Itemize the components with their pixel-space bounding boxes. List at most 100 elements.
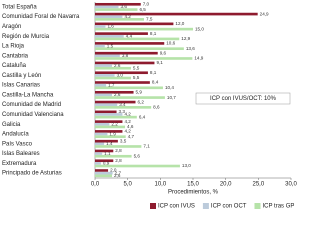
bar (95, 125, 126, 129)
value-label: 1,4 (106, 141, 113, 146)
x-axis-title: Procedimientos, % (168, 190, 219, 196)
y-tick-label: La Rioja (2, 44, 25, 50)
legend-swatch (202, 203, 209, 209)
bar (95, 162, 101, 165)
value-label: 5,6 (134, 153, 141, 158)
x-tick-label: 10,0 (154, 182, 166, 188)
bar (95, 106, 152, 109)
value-label: 15,0 (195, 26, 204, 31)
value-label: 1,6 (107, 24, 114, 29)
bar (95, 152, 103, 155)
value-label: 10,4 (165, 85, 174, 90)
y-tick-label: Islas Baleares (2, 151, 40, 157)
bar (95, 27, 193, 31)
bar (95, 145, 142, 148)
bar (95, 120, 123, 123)
bar (95, 44, 105, 48)
value-label: 4,2 (124, 112, 131, 117)
bar (95, 51, 158, 55)
y-tick-label: Comunidad de Madrid (2, 102, 61, 108)
value-label: 3,6 (121, 4, 128, 9)
value-label: 2,0 (110, 168, 117, 173)
value-label: 10,7 (167, 95, 176, 100)
value-label: 2,6 (114, 173, 121, 178)
y-tick-label: Comunidad Foral de Navarra (2, 14, 80, 20)
bar (95, 37, 180, 41)
value-label: 9,6 (160, 50, 167, 55)
value-label: 5,5 (133, 65, 140, 70)
bar (95, 81, 150, 84)
value-label: 4,2 (124, 119, 131, 124)
bar (95, 169, 109, 172)
value-label: 7,5 (146, 17, 153, 22)
value-label: 4,7 (128, 134, 135, 139)
bar (95, 100, 136, 104)
x-tick-label: 0,0 (91, 182, 100, 188)
y-tick-label: Andalucía (2, 132, 29, 138)
value-label: 12,9 (181, 36, 190, 41)
value-label: 5,9 (136, 90, 143, 95)
bar (95, 47, 184, 51)
bar (95, 103, 118, 107)
y-tick-label: Castilla-La Mancha (2, 92, 54, 98)
legend-swatch (150, 203, 156, 209)
bar (95, 83, 107, 87)
y-tick-label: Castilla y León (2, 73, 41, 79)
bar (95, 54, 120, 58)
bar (95, 15, 123, 19)
bar (95, 139, 118, 143)
bar (95, 18, 144, 21)
bar (95, 115, 137, 119)
value-label: 7,0 (143, 2, 150, 7)
legend-label: ICP con IVUS (158, 204, 195, 210)
bar (95, 12, 258, 16)
y-tick-label: Total España (2, 4, 37, 10)
value-label: 5,5 (133, 75, 140, 80)
value-label: 24,9 (260, 11, 269, 16)
x-tick-label: 25,0 (252, 182, 264, 188)
bar (95, 130, 123, 133)
bar (95, 135, 126, 139)
y-tick-label: Extremadura (2, 161, 37, 167)
x-tick-label: 5,0 (123, 182, 132, 188)
bar (95, 93, 112, 97)
annotation-box (195, 92, 291, 105)
annotation: ICP con IVUS/OCT: 10% (210, 96, 277, 102)
value-label: 8,4 (152, 80, 159, 85)
value-label: 1,9 (109, 131, 116, 136)
y-tick-label: Comunidad Valenciana (2, 112, 64, 118)
bar (95, 2, 141, 6)
value-label: 1,5 (107, 43, 114, 48)
bar (95, 174, 112, 178)
value-label: 3,0 (117, 73, 124, 78)
y-tick-label: País Vasco (2, 141, 33, 147)
bar (95, 132, 108, 136)
bar (95, 122, 110, 126)
bar (95, 154, 132, 158)
value-label: 2,7 (115, 170, 122, 175)
value-label: 2,6 (114, 92, 121, 97)
bar (95, 61, 155, 65)
value-label: 8,1 (150, 70, 157, 75)
bar (95, 66, 131, 70)
bar (95, 57, 193, 60)
bar (95, 90, 134, 94)
value-label: 3,8 (122, 53, 129, 58)
legend-label: ICP con OCT (211, 204, 247, 210)
value-label: 1,7 (108, 82, 115, 87)
value-label: 2,6 (114, 63, 121, 68)
value-label: 6,5 (139, 7, 146, 12)
legend-swatch (254, 203, 261, 209)
y-tick-label: Región de Murcia (2, 34, 50, 40)
value-label: 4,2 (124, 129, 131, 134)
x-tick-label: 30,0 (285, 182, 297, 188)
value-label: 1,1 (104, 151, 111, 156)
chart: ICP con IVUS/OCT: 10% Procedimientos, % … (2, 2, 297, 210)
bar (95, 113, 123, 116)
bar (95, 8, 138, 11)
value-label: 4,6 (127, 124, 134, 129)
y-tick-label: Principado de Asturias (2, 171, 62, 177)
y-tick-label: Galicia (2, 122, 21, 128)
bar (95, 159, 114, 163)
bar (95, 149, 114, 153)
